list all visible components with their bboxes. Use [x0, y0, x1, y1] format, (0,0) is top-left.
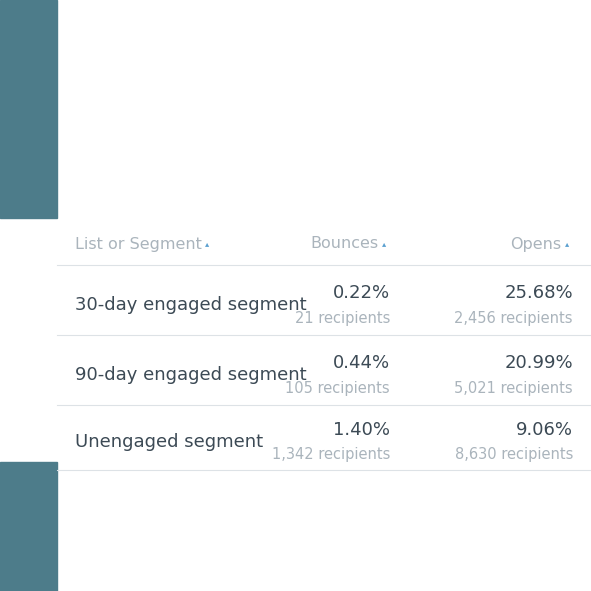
Text: List or Segment: List or Segment [75, 236, 202, 252]
Text: ▴: ▴ [205, 239, 209, 248]
Text: 1.40%: 1.40% [333, 421, 390, 439]
Text: Unengaged segment: Unengaged segment [75, 433, 263, 451]
Text: 90-day engaged segment: 90-day engaged segment [75, 366, 307, 384]
Text: 0.22%: 0.22% [333, 284, 390, 302]
Text: 21 recipients: 21 recipients [295, 310, 390, 326]
Text: ▴: ▴ [565, 239, 569, 248]
Text: 25.68%: 25.68% [504, 284, 573, 302]
Text: 105 recipients: 105 recipients [285, 381, 390, 395]
Text: 8,630 recipients: 8,630 recipients [454, 447, 573, 463]
Text: 1,342 recipients: 1,342 recipients [272, 447, 390, 463]
Text: Opens: Opens [510, 236, 561, 252]
Text: 2,456 recipients: 2,456 recipients [454, 310, 573, 326]
Text: 5,021 recipients: 5,021 recipients [454, 381, 573, 395]
Bar [0, 0, 57, 218]
Text: 20.99%: 20.99% [504, 354, 573, 372]
Bar [0, 462, 57, 591]
Text: ▴: ▴ [382, 239, 387, 248]
Text: 0.44%: 0.44% [333, 354, 390, 372]
Text: 30-day engaged segment: 30-day engaged segment [75, 296, 307, 314]
Text: 9.06%: 9.06% [516, 421, 573, 439]
Text: Bounces: Bounces [310, 236, 378, 252]
